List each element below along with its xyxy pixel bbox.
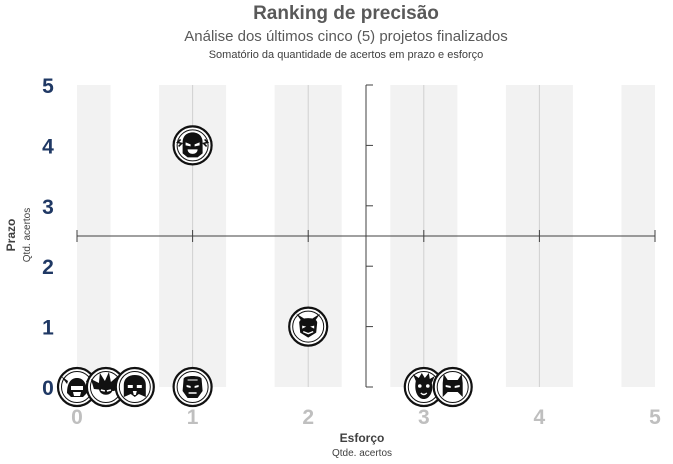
y-axis-sublabel: Qtd. acertos (22, 208, 33, 262)
y-tick-label: 4 (42, 135, 54, 158)
chart-note: Somatório da quantidade de acertos em pr… (209, 49, 484, 61)
x-axis-sublabel: Qtde. acertos (332, 448, 392, 459)
y-tick-label: 0 (42, 377, 54, 400)
y-axis-label: Prazo (4, 219, 18, 252)
bat-cowl-icon (432, 366, 473, 408)
chart-title: Ranking de precisão (253, 3, 439, 24)
spiky-hair-hero-icon (85, 366, 127, 408)
quadrant-axes (76, 84, 656, 388)
x-tick-label: 0 (71, 406, 83, 429)
tree-creature-icon (403, 366, 444, 408)
horned-villain-icon (288, 306, 329, 347)
x-tick-label: 1 (187, 406, 199, 429)
x-tick-label: 5 (649, 406, 661, 429)
iron-mask-icon (172, 366, 213, 408)
x-tick-labels: 0 1 2 3 4 5 (71, 406, 661, 429)
speedster-mask-icon (172, 125, 213, 166)
x-tick-label: 4 (534, 406, 546, 429)
thor-helmet-icon (56, 366, 98, 408)
y-tick-label: 3 (42, 196, 54, 219)
y-tick-label: 2 (42, 256, 54, 279)
data-points (56, 125, 473, 408)
x-tick-label: 3 (418, 406, 430, 429)
chart-subtitle: Análise dos últimos cinco (5) projetos f… (184, 28, 508, 45)
dark-helmet-icon (114, 366, 155, 408)
y-tick-label: 1 (42, 317, 54, 340)
x-axis-label: Esforço (340, 431, 385, 445)
y-tick-labels: 0 1 2 3 4 5 (42, 75, 54, 400)
x-tick-label: 2 (302, 406, 314, 429)
y-tick-label: 5 (42, 75, 54, 98)
